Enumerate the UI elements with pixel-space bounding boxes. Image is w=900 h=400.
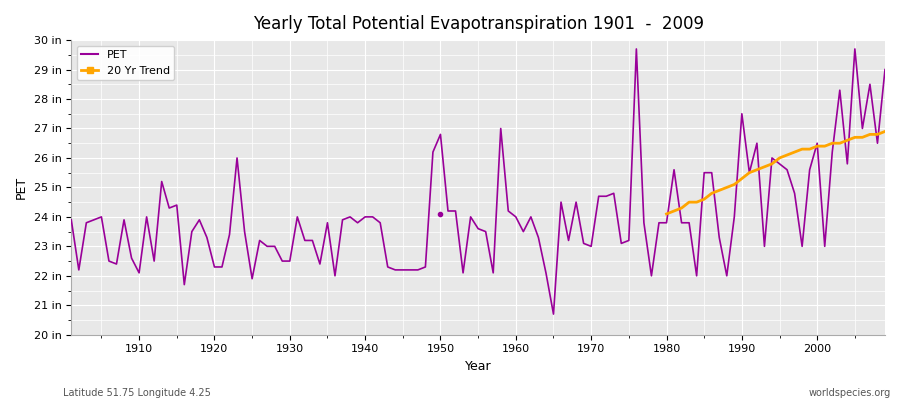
X-axis label: Year: Year: [464, 360, 491, 373]
Text: Latitude 51.75 Longitude 4.25: Latitude 51.75 Longitude 4.25: [63, 388, 211, 398]
Title: Yearly Total Potential Evapotranspiration 1901  -  2009: Yearly Total Potential Evapotranspiratio…: [253, 15, 704, 33]
Y-axis label: PET: PET: [15, 176, 28, 199]
Legend: PET, 20 Yr Trend: PET, 20 Yr Trend: [76, 46, 175, 80]
Text: worldspecies.org: worldspecies.org: [809, 388, 891, 398]
